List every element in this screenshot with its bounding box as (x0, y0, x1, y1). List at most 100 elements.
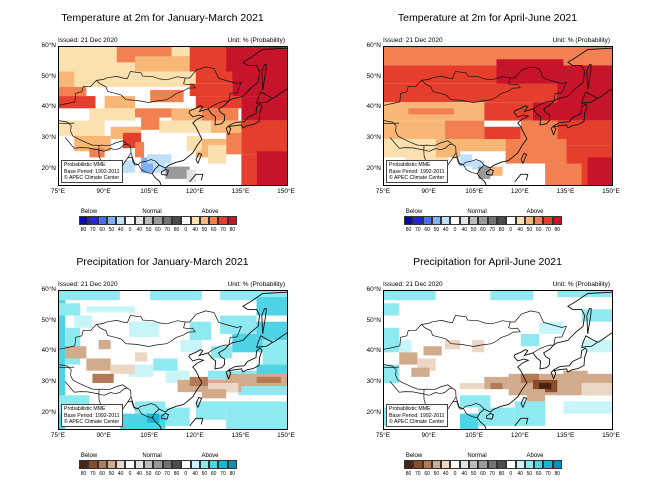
method-note-line: © APEC Climate Center (64, 174, 120, 181)
coastline (151, 408, 162, 429)
probability-cell (201, 108, 239, 121)
probability-cell (92, 373, 114, 383)
probability-cell (472, 160, 485, 170)
legend-number: 80 (229, 471, 236, 477)
method-note-line: Base Period: 1992-2011 (64, 412, 120, 419)
coastline (514, 173, 529, 183)
country-border (98, 387, 128, 396)
latitude-label: 40°N (41, 347, 56, 355)
probability-cell (460, 395, 491, 408)
panel-title: Precipitation for January-March 2021 (76, 256, 249, 268)
probability-cell (557, 65, 612, 121)
legend-swatch (218, 216, 228, 225)
probability-cell (207, 383, 239, 393)
probability-cell (460, 413, 479, 429)
legend-number: 50 (526, 471, 533, 477)
legend-number: 70 (220, 471, 226, 477)
probability-cell (189, 83, 233, 97)
country-border (130, 152, 139, 166)
legend-swatch (209, 460, 219, 469)
legend-swatch (441, 460, 451, 469)
country-border (455, 152, 464, 166)
probability-cell (256, 297, 287, 316)
legend-number: 0 (509, 471, 513, 477)
coastline (160, 168, 169, 176)
coastline (520, 396, 528, 408)
map-panel-prec-jfm: Precipitation for January-March 2021 Issu… (0, 244, 325, 488)
legend-number: 0 (184, 471, 188, 477)
probability-cell (563, 401, 612, 414)
probability-cell (189, 321, 211, 341)
probability-cell (460, 154, 473, 167)
country-border (421, 310, 568, 346)
legend-number: 60 (210, 227, 217, 233)
probability-cell (122, 160, 135, 173)
coastline (189, 173, 204, 183)
legend-category-label: Below (80, 453, 98, 459)
probability-cell (89, 108, 135, 121)
legend-swatch (227, 460, 238, 469)
legend-swatch (404, 216, 414, 225)
longitude-label: 105°E (465, 188, 484, 195)
legend-swatch (79, 460, 89, 469)
country-border (207, 100, 229, 110)
legend-swatch (534, 460, 544, 469)
legend-swatch (524, 460, 535, 469)
country-border (462, 164, 478, 175)
country-border (455, 396, 464, 410)
longitude-label: 120°E (185, 432, 204, 439)
method-note-line: Base Period: 1992-2011 (389, 168, 445, 175)
legend-swatch (190, 216, 200, 225)
legend-swatch (469, 216, 479, 225)
country-border (96, 66, 243, 102)
longitude-label: 135°E (556, 432, 575, 439)
latitude-label: 50°N (41, 316, 56, 324)
probability-map (384, 291, 612, 429)
legend-number: 80 (498, 227, 505, 233)
legend-number: 80 (554, 471, 561, 477)
legend-colorbar (79, 216, 238, 225)
longitude-label: 135°E (231, 432, 250, 439)
coastline (195, 396, 203, 408)
probability-cell (135, 108, 172, 118)
probability-cell (478, 166, 491, 179)
legend-category-label: Below (405, 209, 423, 215)
legend-number: 80 (498, 471, 505, 477)
probability-cell (539, 321, 564, 334)
probability-cell (532, 102, 564, 121)
legend-swatch (506, 216, 516, 225)
legend-category-label: Above (526, 453, 544, 459)
map-area: Probabilistic MME Base Period: 1992-2011 ©… (58, 290, 288, 430)
legend-number: 0 (453, 471, 457, 477)
longitude-label: 90°E (96, 188, 111, 195)
panel-title: Precipitation for April-June 2021 (413, 256, 562, 268)
legend-swatch (431, 216, 442, 225)
probability-cell (226, 132, 242, 155)
legend-swatch (552, 216, 563, 225)
legend-number: 70 (90, 471, 96, 477)
legend-number: 60 (99, 227, 105, 233)
longitude-label: 75°E (375, 432, 391, 439)
country-border (59, 122, 75, 125)
probability-cell (545, 163, 582, 185)
probability-cell (581, 309, 612, 322)
method-note-line: Probabilistic MME (389, 162, 431, 169)
legend-swatch (97, 216, 107, 225)
legend-number: 0 (184, 227, 188, 233)
probability-cell (59, 120, 105, 136)
legend-number: 70 (415, 227, 421, 233)
probability-cell (128, 321, 160, 337)
probability-cell (460, 383, 485, 390)
legend-swatch (543, 460, 553, 469)
probability-cell (444, 340, 460, 350)
legend-swatch (218, 460, 228, 469)
probability-cell (110, 364, 135, 374)
legend-swatch (134, 216, 145, 225)
probability-cell (59, 291, 120, 301)
probability-cell (207, 145, 227, 164)
method-note: Probabilistic MME Base Period: 1992-2011 ©… (61, 404, 123, 427)
legend-colorbar (404, 216, 563, 225)
legend-number: 40 (192, 471, 198, 477)
legend-number: 60 (99, 471, 105, 477)
probability-cell (135, 142, 145, 158)
